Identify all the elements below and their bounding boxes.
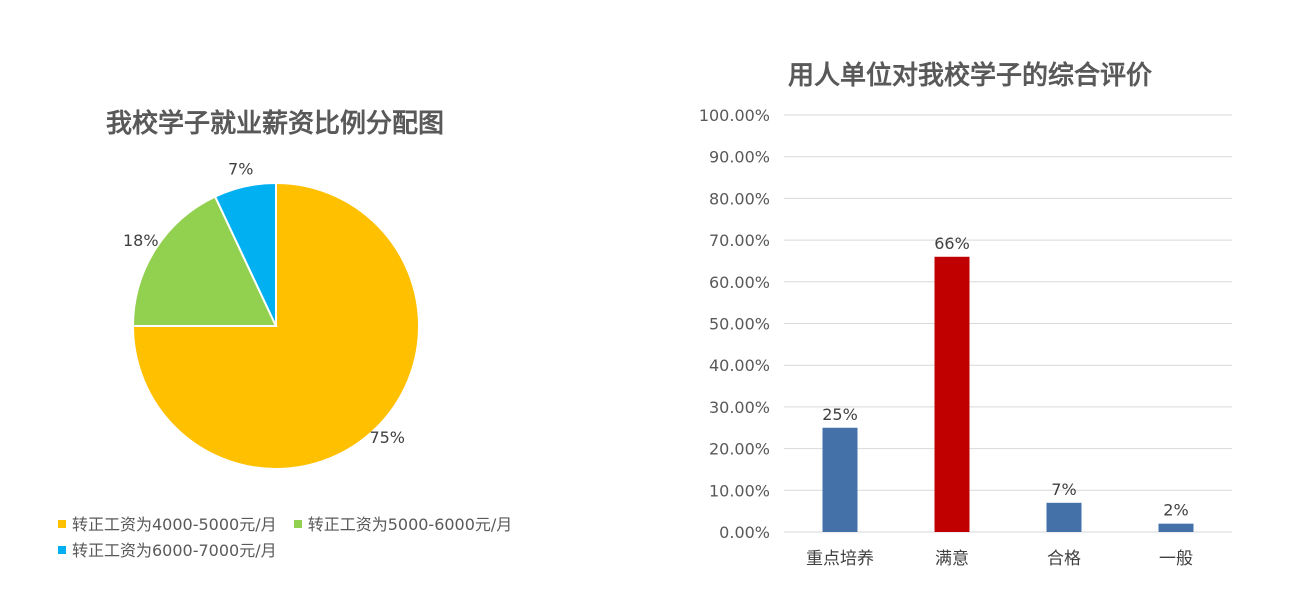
legend-label: 转正工资为4000-5000元/月 [72,515,277,534]
y-tick-label: 40.00% [709,356,770,375]
y-tick-label: 90.00% [709,148,770,167]
pie-slice [213,181,277,327]
legend-item-4000-5000: 转正工资为4000-5000元/月 [58,512,277,538]
y-tick-label: 20.00% [709,440,770,459]
pie-slice [131,195,278,327]
pie-slices [131,181,420,470]
y-tick-label: 60.00% [709,273,770,292]
legend-label: 转正工资为5000-6000元/月 [307,515,513,534]
bar-bars [822,256,1194,532]
y-tick-label: 10.00% [709,481,770,500]
evaluation-bar-chart: 用人单位对我校学子的综合评价 0.00% 10.00% 20.00% 30.00% 40… [699,60,1232,569]
y-tick-label: 50.00% [709,315,770,334]
y-tick-label: 80.00% [709,189,770,208]
bar [1158,523,1194,532]
pie-legend: 转正工资为4000-5000元/月 转正工资为5000-6000元/月 转正工资… [58,512,578,564]
pie-chart-title: 我校学子就业薪资比例分配图 [106,108,444,139]
bar-category-labels: 重点培养 满意 合格 一般 [806,549,1193,569]
bar-y-tick-labels: 0.00% 10.00% 20.00% 30.00% 40.00% 50.00% 60.00… [699,106,770,542]
category-label: 满意 [935,549,969,569]
legend-label: 转正工资为6000-7000元/月 [72,541,277,560]
bar [934,256,970,532]
bar-data-label: 7% [1051,480,1076,499]
bar-chart-title: 用人单位对我校学子的综合评价 [788,60,1153,91]
category-label: 一般 [1159,549,1193,569]
pie-data-label: 7% [228,159,253,178]
bar [1046,502,1082,532]
bar-data-label: 66% [934,234,970,253]
bar-data-labels: 25% 66% 7% 2% [822,234,1188,520]
y-tick-label: 70.00% [709,231,770,250]
pie-slice [131,181,420,470]
y-tick-label: 30.00% [709,398,770,417]
category-label: 重点培养 [806,549,874,569]
salary-pie-chart: 我校学子就业薪资比例分配图 75% 18% 7% [106,108,444,470]
bar [822,427,858,532]
pie-data-labels: 75% 18% 7% [123,159,405,447]
bar-data-label: 25% [822,405,858,424]
legend-item-5000-6000: 转正工资为5000-6000元/月 [293,512,513,538]
legend-swatch-yellow [58,519,66,528]
y-tick-label: 100.00% [699,106,770,125]
bar-data-label: 2% [1163,501,1188,520]
legend-swatch-green [293,519,302,528]
pie-data-label: 18% [123,231,159,250]
bar-gridlines [784,114,1232,533]
y-tick-label: 0.00% [719,523,770,542]
category-label: 合格 [1047,549,1081,569]
pie-data-label: 75% [369,428,405,447]
legend-swatch-blue [58,545,66,554]
legend-item-6000-7000: 转正工资为6000-7000元/月 [58,538,277,564]
